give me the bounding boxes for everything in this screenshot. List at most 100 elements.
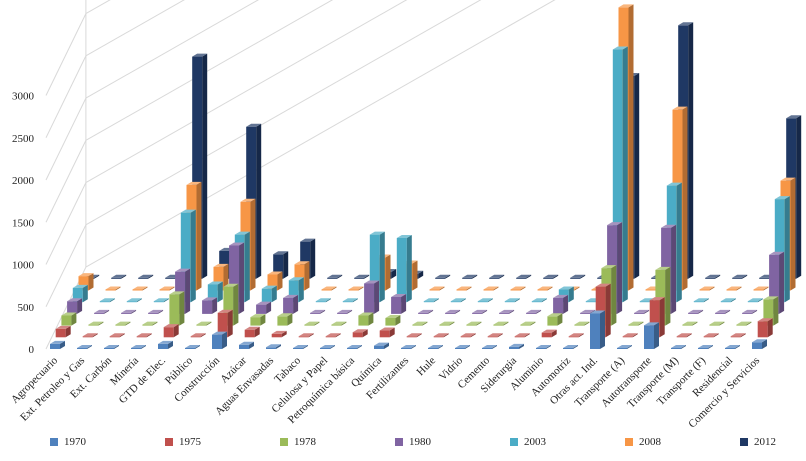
y-tick-label: 500 xyxy=(18,302,35,314)
bar xyxy=(450,298,466,303)
bar xyxy=(688,309,704,314)
legend-swatch xyxy=(740,438,748,446)
legend: 1970 1975 1978 1980 2003 2008 2012 xyxy=(0,432,806,454)
bar xyxy=(369,231,385,303)
bar xyxy=(358,312,374,326)
bar xyxy=(304,321,320,326)
bar xyxy=(428,345,443,349)
bar xyxy=(757,318,773,338)
bar xyxy=(111,274,127,279)
bar xyxy=(354,274,370,279)
bar xyxy=(435,274,451,279)
bar xyxy=(61,312,77,326)
bar xyxy=(698,345,713,349)
bar xyxy=(715,309,731,314)
bar xyxy=(682,321,698,326)
legend-swatch xyxy=(50,438,58,446)
bar xyxy=(82,333,98,338)
bar xyxy=(217,309,233,338)
bar xyxy=(148,309,164,314)
bar xyxy=(347,345,362,349)
gridline-back xyxy=(85,0,260,99)
bar xyxy=(310,309,326,314)
bar xyxy=(543,274,559,279)
bar xyxy=(159,286,175,291)
bar xyxy=(622,333,638,338)
bar xyxy=(348,286,364,291)
bar xyxy=(570,274,586,279)
bar xyxy=(433,333,449,338)
bar xyxy=(445,309,461,314)
bar xyxy=(477,298,493,303)
bar xyxy=(747,298,763,303)
legend-item: 1975 xyxy=(165,436,201,448)
bar xyxy=(300,238,316,279)
legend-label: 1970 xyxy=(64,436,86,448)
series-1970 xyxy=(50,310,767,349)
bar xyxy=(472,309,488,314)
bar xyxy=(732,274,748,279)
bar xyxy=(207,281,223,303)
bar xyxy=(115,321,131,326)
bar xyxy=(288,277,304,303)
bar xyxy=(547,313,563,326)
bar xyxy=(153,298,169,303)
legend-item: 1970 xyxy=(50,436,86,448)
gridline-side xyxy=(45,55,87,138)
bar xyxy=(693,298,709,303)
bar xyxy=(67,298,83,314)
bar xyxy=(730,333,746,338)
bar xyxy=(104,345,119,349)
bar xyxy=(541,329,557,338)
bar xyxy=(320,345,335,349)
legend-swatch xyxy=(395,438,403,446)
bar xyxy=(131,345,146,349)
bar xyxy=(671,345,686,349)
legend-label: 1980 xyxy=(409,436,431,448)
bar xyxy=(699,286,715,291)
bar xyxy=(126,298,142,303)
bar xyxy=(88,321,104,326)
bars xyxy=(50,4,802,349)
bar xyxy=(705,274,721,279)
bar xyxy=(644,322,659,349)
gridline-side xyxy=(45,182,87,265)
bar xyxy=(676,333,692,338)
bar xyxy=(509,343,524,349)
gridline-side xyxy=(45,140,87,223)
bar xyxy=(271,330,287,338)
legend-label: 1978 xyxy=(294,436,316,448)
bar xyxy=(136,333,152,338)
bar xyxy=(763,296,779,326)
gridline-back xyxy=(85,0,482,226)
gridline-side xyxy=(45,224,87,307)
bar xyxy=(563,345,578,349)
y-axis: 0 500 1000 1500 2000 2500 3000 xyxy=(12,91,35,357)
bar xyxy=(250,314,266,326)
bar xyxy=(132,286,148,291)
bar xyxy=(337,309,353,314)
legend-swatch xyxy=(165,438,173,446)
bar xyxy=(142,321,158,326)
bar xyxy=(531,298,547,303)
bar xyxy=(352,329,368,338)
bar xyxy=(493,321,509,326)
y-tick-label: 0 xyxy=(29,344,35,356)
bar xyxy=(99,298,115,303)
bar xyxy=(169,291,185,326)
bar xyxy=(55,325,71,338)
legend-label: 2008 xyxy=(639,436,661,448)
bar xyxy=(455,345,470,349)
bar xyxy=(516,274,532,279)
bar xyxy=(487,333,503,338)
bar xyxy=(423,298,439,303)
legend-swatch xyxy=(510,438,518,446)
bar xyxy=(379,327,395,338)
bar xyxy=(374,342,389,349)
bar xyxy=(703,333,719,338)
bar xyxy=(180,209,196,303)
bar xyxy=(229,242,245,314)
